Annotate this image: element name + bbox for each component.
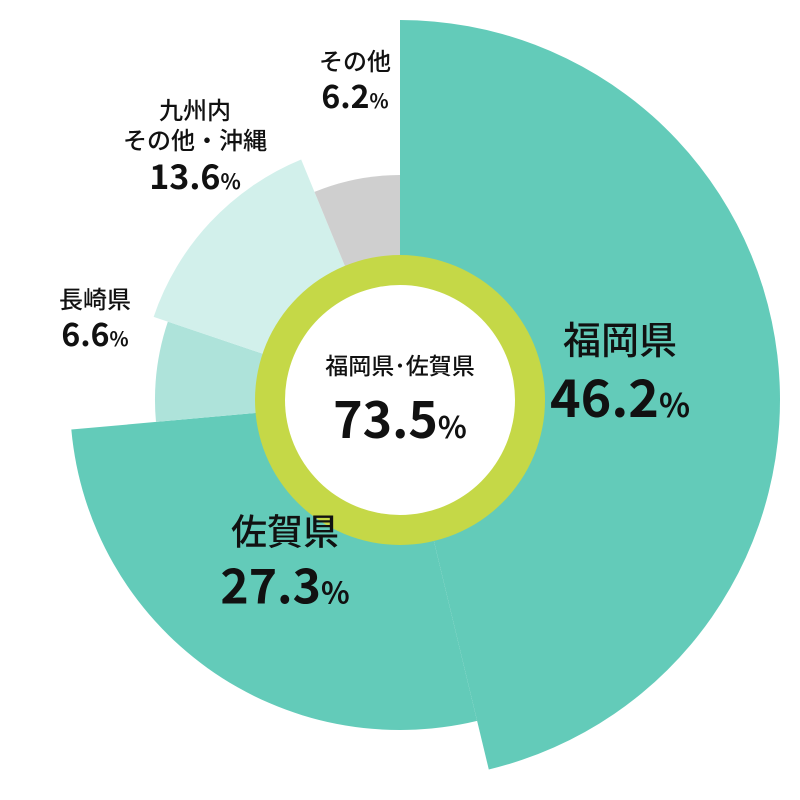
slice-name: 福岡県 [550,314,690,362]
slice-percent: 6.6% [59,313,131,353]
center-line2: 73.5% [333,381,467,453]
center-line1: 福岡県･佐賀県 [325,347,475,381]
slice-name: 佐賀県 [220,508,349,553]
slice-name: その他 [319,45,391,75]
slice-label: 佐賀県27.3% [220,508,349,613]
slice-percent: 13.6% [123,154,267,197]
slice-label: 九州内 その他・沖縄13.6% [123,94,267,197]
prefecture-pie-chart: 福岡県46.2% 佐賀県27.3% 長崎県6.6% 九州内 その他・沖縄13.6… [0,0,800,800]
center-summary-label: 福岡県･佐賀県 73.5% [325,347,475,453]
slice-label: 福岡県46.2% [550,314,690,427]
slice-percent: 6.2% [319,75,391,115]
slice-name: 長崎県 [59,283,131,313]
slice-percent: 27.3% [220,553,349,613]
slice-percent: 46.2% [550,361,690,426]
slice-label: その他6.2% [319,45,391,115]
slice-name: 九州内 その他・沖縄 [123,94,267,154]
slice-label: 長崎県6.6% [59,283,131,353]
